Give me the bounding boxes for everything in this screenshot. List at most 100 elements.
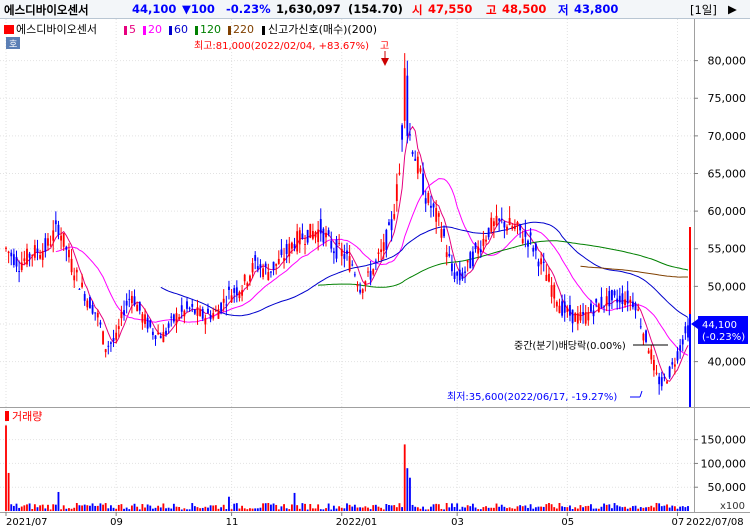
volume-bar [251, 508, 254, 511]
candle-body [60, 235, 63, 241]
candle-body [395, 184, 398, 202]
volume-bar [395, 507, 398, 511]
candle-body [655, 372, 658, 374]
volume-bar [553, 507, 556, 511]
y-tick-label: 60,000 [708, 205, 747, 218]
candle-body [15, 256, 18, 267]
volume-bar [301, 503, 304, 511]
expand-arrow-icon[interactable]: ▶ [728, 2, 737, 16]
candle-body [652, 359, 655, 371]
volume-bar [652, 507, 655, 511]
candle-body [592, 310, 595, 317]
volume-bar [631, 506, 634, 511]
x-tick-label: 05 [561, 517, 574, 528]
candle-body [388, 222, 390, 225]
y-tick-label: 75,000 [708, 92, 747, 105]
candle-body [62, 233, 65, 247]
volume-bar [332, 505, 335, 511]
stock-chart[interactable]: 40,00045,00050,00055,00060,00065,00070,0… [0, 19, 750, 530]
candle-body [587, 312, 590, 321]
candle-body [427, 192, 430, 203]
candle-body [20, 262, 23, 271]
candle-body [296, 231, 299, 252]
volume-bar [532, 508, 535, 511]
volume-bar [146, 504, 149, 511]
volume-bar [521, 506, 524, 511]
volume-bar [388, 504, 390, 511]
candle-body [637, 309, 640, 311]
candle-body [621, 293, 624, 305]
volume-bar [183, 508, 186, 511]
candlesticks [5, 53, 689, 395]
candle-body [165, 330, 167, 335]
volume-bar [503, 506, 506, 511]
volume-bar [453, 507, 456, 511]
volume-bar [73, 507, 76, 511]
volume-bar [83, 504, 86, 511]
candle-body [503, 221, 506, 228]
candle-body [359, 289, 362, 293]
volume-bar [330, 509, 333, 511]
candle-body [440, 229, 443, 238]
candle-body [270, 271, 272, 273]
candle-body [217, 309, 220, 319]
volume-bar [555, 508, 558, 511]
volume-bar [443, 509, 445, 511]
stock-name: 에스디바이오센서 [4, 3, 89, 17]
candle-body [382, 242, 385, 252]
volume-bar [65, 508, 68, 511]
candle-body [353, 274, 356, 276]
volume-bar [230, 509, 233, 511]
candle-body [687, 325, 689, 338]
candle-body [445, 252, 448, 258]
candle-body [96, 312, 99, 318]
candle-body [44, 238, 47, 252]
volume-bar [624, 506, 626, 511]
volume-bar [374, 504, 377, 511]
candle-body [603, 305, 605, 307]
candle-body [309, 223, 312, 238]
volume-bar [91, 503, 94, 511]
high-price: 48,500 [502, 2, 547, 16]
volume-bar [112, 507, 115, 511]
candle-body [684, 326, 687, 334]
candle-body [112, 338, 115, 341]
ma-legend-swatch [195, 26, 198, 35]
volume-bar [542, 506, 545, 511]
candle-body [201, 308, 204, 319]
volume-bar [220, 507, 223, 511]
candle-body [332, 251, 335, 254]
candle-body [658, 376, 661, 385]
volume-bar [309, 504, 312, 511]
candle-body [626, 290, 629, 304]
small-tool-button[interactable] [6, 37, 20, 49]
volume-bar [151, 508, 154, 511]
volume-bar [377, 506, 380, 511]
candle-body [170, 316, 173, 318]
candle-body [99, 322, 102, 325]
candle-body [561, 301, 564, 316]
candle-body [529, 232, 532, 236]
volume-bar [353, 504, 356, 511]
candle-body [254, 255, 257, 261]
volume-bar [172, 503, 175, 511]
volume-bar [270, 504, 272, 511]
candle-body [301, 233, 304, 239]
volume-bar [217, 508, 220, 511]
volume-bar [110, 505, 112, 511]
candle-body [571, 309, 574, 324]
volume-bar [681, 506, 684, 511]
candle-body [256, 266, 259, 270]
candle-body [196, 307, 199, 316]
candle-body [94, 312, 97, 314]
period-button[interactable]: [1일] [690, 3, 717, 17]
candle-body [351, 264, 354, 266]
volume-bar [461, 506, 464, 511]
candle-body [487, 227, 490, 238]
volume-bar [403, 444, 406, 511]
candle-body [41, 251, 44, 260]
volume-bar [346, 503, 348, 511]
volume-bar [314, 508, 317, 511]
volume-bar [196, 507, 199, 511]
volume-bar [335, 508, 338, 511]
